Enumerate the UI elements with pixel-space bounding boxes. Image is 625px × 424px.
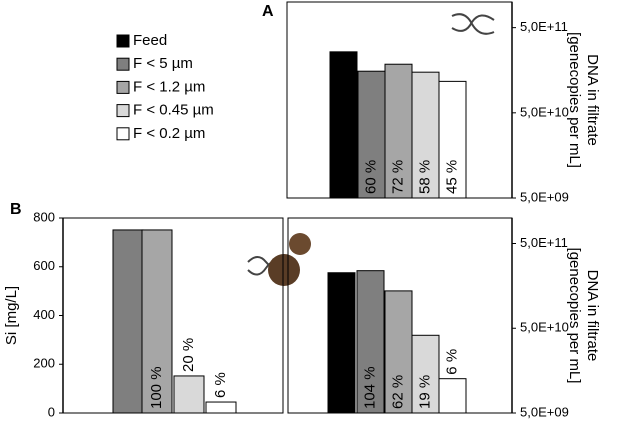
y-axis-label: [genecopies per mL] — [566, 32, 583, 168]
y-tick-label: 400 — [33, 307, 55, 322]
bar — [112, 229, 144, 414]
dna-particle-icon — [247, 233, 311, 286]
panel-label: B — [10, 201, 22, 218]
y-tick-label: 5,0E+11 — [520, 19, 568, 34]
bar — [384, 63, 413, 199]
bar-label: 6 % — [212, 372, 229, 398]
legend-swatch — [116, 127, 130, 141]
plot-frame — [62, 217, 284, 414]
y-tick-label: 0 — [48, 404, 55, 419]
bar — [173, 375, 205, 414]
y-tick-label: 5,0E+11 — [520, 235, 568, 250]
bar — [356, 270, 385, 414]
legend-swatch — [116, 104, 130, 118]
y-tick-label: 5,0E+10 — [520, 320, 569, 335]
bar — [384, 290, 413, 414]
legend-label: F < 0.45 µm — [133, 102, 214, 119]
y-tick-label: 800 — [33, 209, 55, 224]
bar-label: 62 % — [389, 375, 406, 409]
bar-label: 72 % — [389, 160, 406, 194]
y-axis-label: [genecopies per mL] — [566, 248, 583, 384]
legend-swatch — [116, 57, 130, 71]
bar — [357, 70, 386, 199]
bar — [327, 272, 356, 414]
legend-label: F < 1.2 µm — [133, 78, 205, 95]
bar-label: 58 % — [416, 160, 433, 194]
y-axis-label: DNA in filtrate — [584, 270, 601, 362]
legend-label: F < 0.2 µm — [133, 125, 205, 142]
bar — [141, 229, 173, 414]
bar — [411, 334, 440, 414]
legend-swatch — [116, 80, 130, 94]
legend-label: F < 5 µm — [133, 55, 193, 72]
bar-label: 60 % — [362, 160, 379, 194]
y-tick-label: 600 — [33, 258, 55, 273]
y-axis-label: Si [mg/L] — [3, 286, 20, 345]
bar — [329, 51, 358, 199]
panel-label: A — [262, 3, 274, 20]
bar — [438, 378, 467, 414]
bar-label: 45 % — [443, 160, 460, 194]
bar — [438, 80, 467, 199]
bar — [205, 401, 237, 414]
bar-label: 100 % — [148, 366, 165, 409]
y-tick-label: 5,0E+10 — [520, 104, 569, 119]
bar-label: 6 % — [443, 349, 460, 375]
y-tick-label: 200 — [33, 356, 55, 371]
legend-swatch — [116, 34, 130, 48]
y-tick-label: 5,0E+09 — [520, 404, 569, 419]
y-axis-label: DNA in filtrate — [584, 54, 601, 146]
bar-label: 20 % — [180, 338, 197, 372]
dna-icon — [451, 13, 495, 35]
bar-label: 104 % — [361, 366, 378, 409]
y-tick-label: 5,0E+09 — [520, 189, 569, 204]
bar-label: 19 % — [416, 375, 433, 409]
legend-label: Feed — [133, 32, 167, 49]
